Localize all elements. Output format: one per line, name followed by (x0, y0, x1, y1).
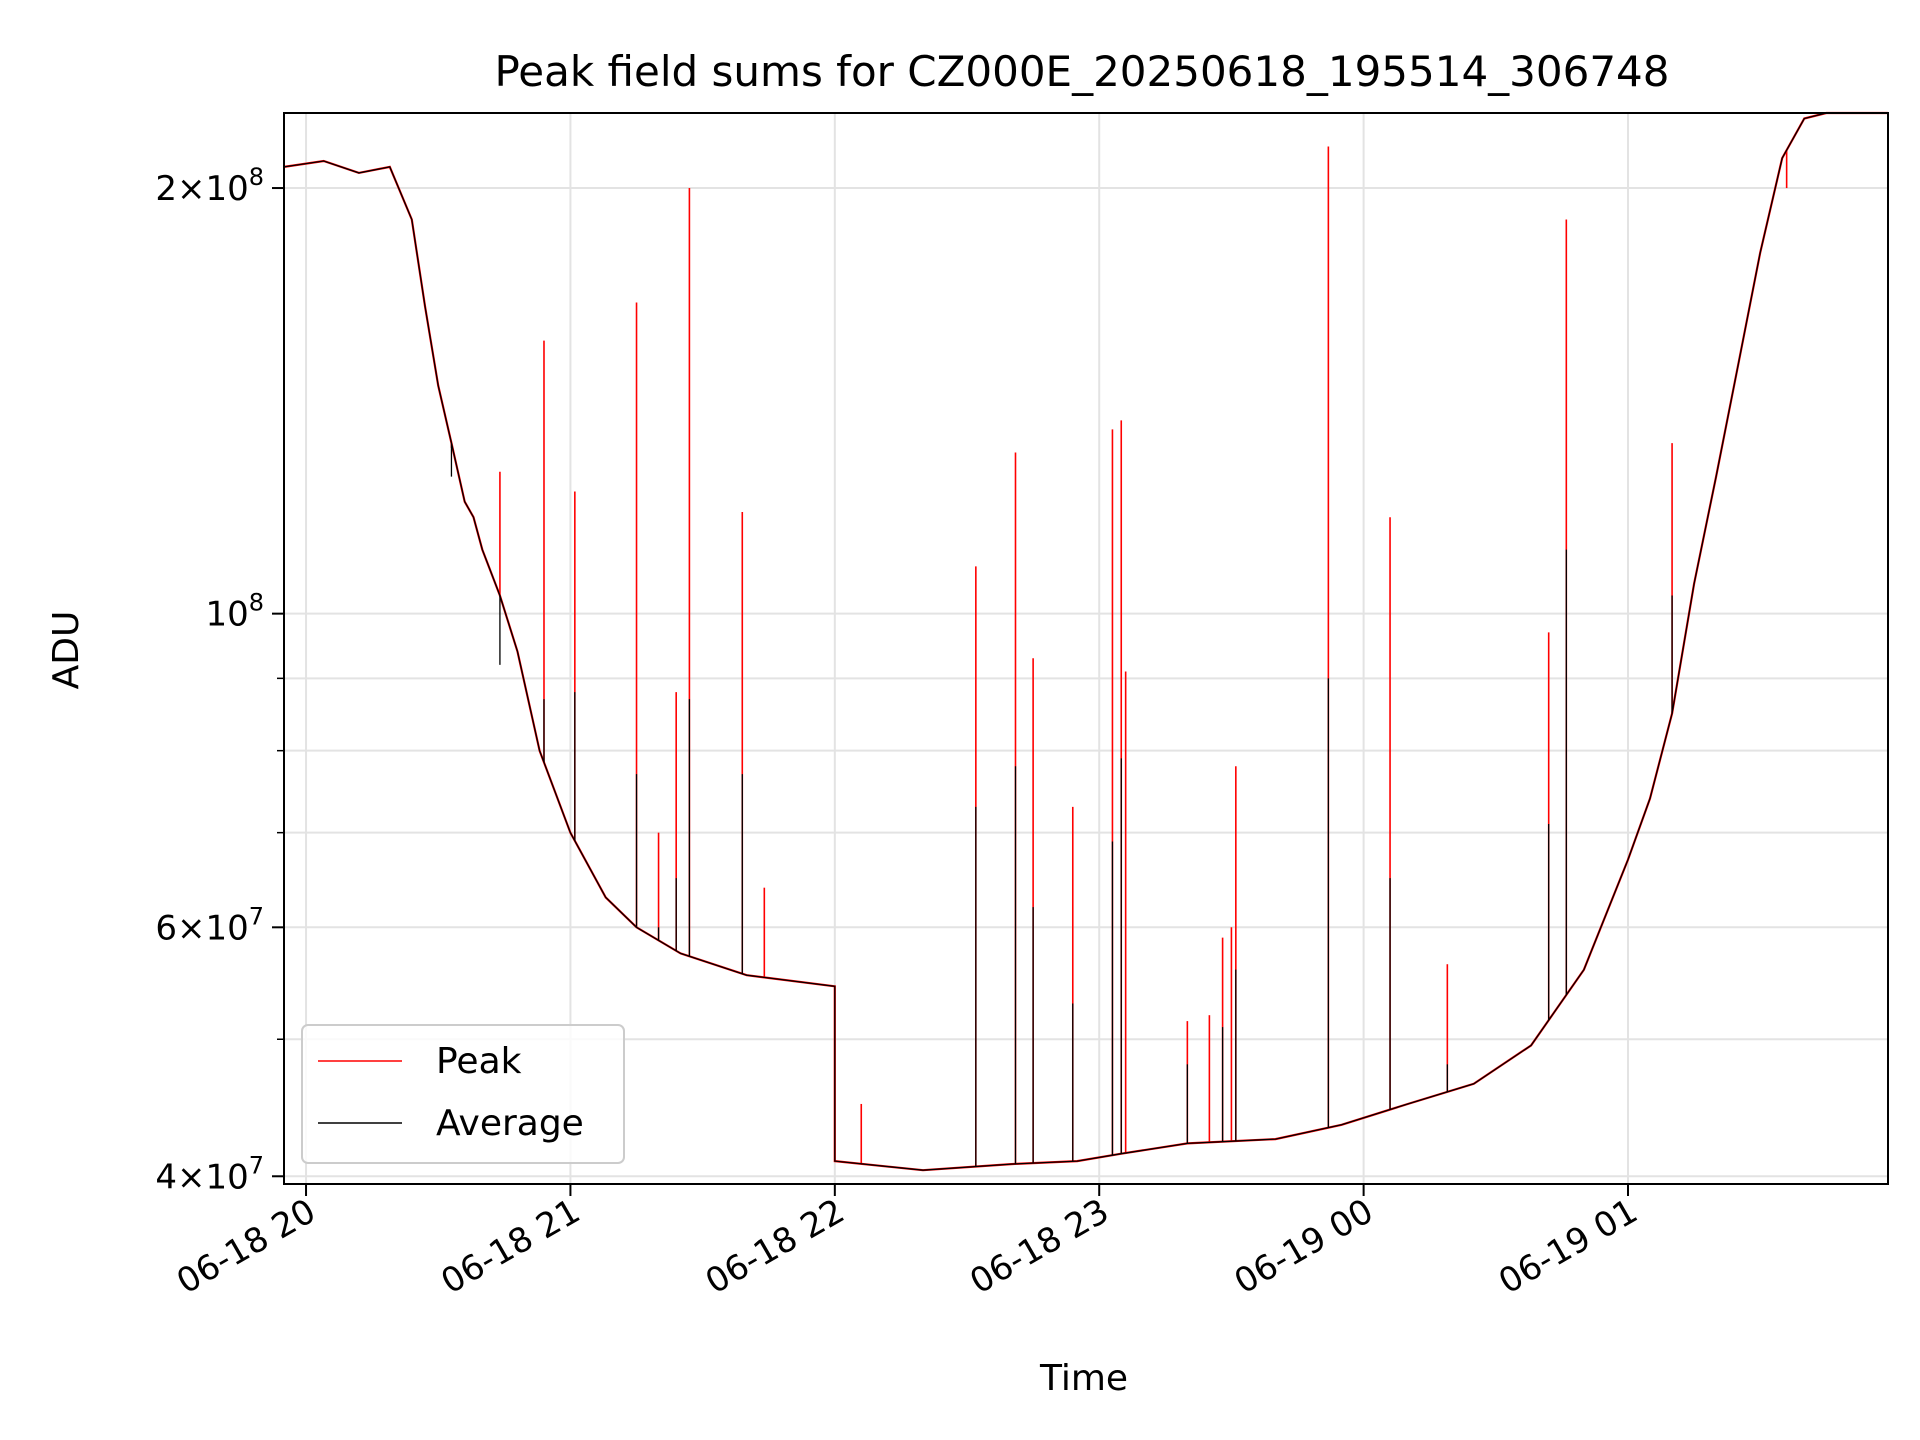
y-tick-label: 108 (205, 589, 264, 635)
y-axis-label: ADU (46, 611, 87, 690)
series-layer (283, 111, 1888, 1172)
legend-average-label: Average (436, 1103, 584, 1144)
legend-box (301, 1024, 625, 1164)
legend-peak-label: Peak (436, 1041, 522, 1082)
grid (284, 113, 1888, 1184)
y-tick-label: 6×107 (155, 902, 264, 948)
y-tick-label: 4×107 (155, 1151, 264, 1197)
y-tick-label: 2×108 (155, 163, 264, 209)
legend: Peak Average (301, 1024, 625, 1164)
y-axis: 4×107 6×107 108 2×108 (155, 163, 284, 1197)
plot-frame (283, 112, 1889, 1185)
x-axis-label: Time (1039, 1358, 1128, 1399)
chart-title: Peak field sums for CZ000E_20250618_1955… (494, 47, 1669, 96)
